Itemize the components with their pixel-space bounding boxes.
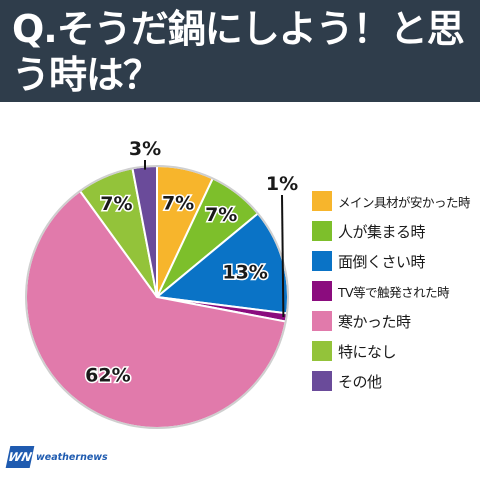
legend-item: 面倒くさい時 bbox=[312, 246, 470, 276]
legend-item: 人が集まる時 bbox=[312, 216, 470, 246]
slice-percent-label: 7% bbox=[162, 192, 194, 214]
legend-item: TV等で触発された時 bbox=[312, 276, 470, 306]
legend-item: 特になし bbox=[312, 336, 470, 366]
legend-label: 特になし bbox=[338, 342, 397, 361]
legend-swatch bbox=[312, 221, 332, 241]
legend-item: その他 bbox=[312, 366, 470, 396]
slice-percent-label: 7% bbox=[100, 193, 132, 215]
logo-text: weathernews bbox=[36, 451, 108, 463]
weathernews-logo: WN weathernews bbox=[5, 446, 108, 468]
slice-percent-label: 13% bbox=[222, 261, 267, 283]
legend-label: その他 bbox=[338, 372, 382, 391]
slice-percent-label: 7% bbox=[205, 204, 237, 226]
legend-label: 人が集まる時 bbox=[338, 222, 426, 241]
slice-percent-label: 62% bbox=[85, 364, 130, 386]
legend-swatch bbox=[312, 371, 332, 391]
callout-line bbox=[281, 194, 285, 318]
legend-swatch bbox=[312, 251, 332, 271]
title-bar: Q.そうだ鍋にしよう！と思う時は？ bbox=[0, 0, 480, 102]
slice-percent-label: 3% bbox=[129, 138, 161, 160]
legend: メイン具材が安かった時 人が集まる時 面倒くさい時 TV等で触発された時 寒かっ… bbox=[312, 186, 471, 396]
legend-swatch bbox=[312, 281, 332, 301]
chart-title: Q.そうだ鍋にしよう！と思う時は？ bbox=[12, 7, 465, 97]
legend-swatch bbox=[312, 311, 332, 331]
legend-swatch bbox=[312, 341, 332, 361]
pie-outline bbox=[25, 165, 289, 429]
legend-label: メイン具材が安かった時 bbox=[338, 194, 471, 210]
legend-label: 寒かった時 bbox=[338, 312, 411, 331]
slice-percent-label: 1% bbox=[266, 173, 298, 195]
logo-mark: WN bbox=[5, 446, 35, 468]
legend-swatch bbox=[312, 191, 332, 211]
legend-label: TV等で触発された時 bbox=[338, 284, 450, 300]
legend-label: 面倒くさい時 bbox=[338, 252, 426, 271]
legend-item: 寒かった時 bbox=[312, 306, 470, 336]
legend-item: メイン具材が安かった時 bbox=[312, 186, 471, 216]
